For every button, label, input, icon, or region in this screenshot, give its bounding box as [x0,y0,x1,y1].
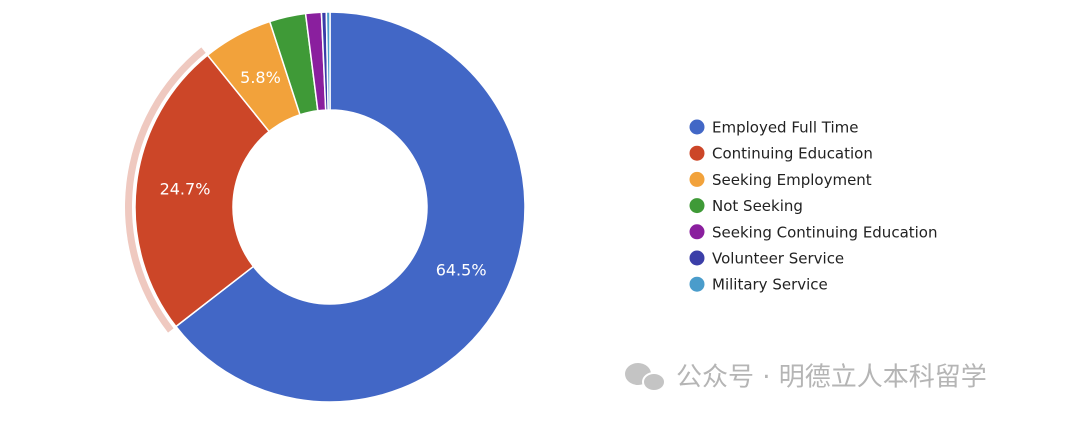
data-label: 5.8% [240,68,281,87]
legend-label: Employed Full Time [712,119,858,137]
legend-label: Continuing Education [712,145,873,163]
legend-label: Volunteer Service [712,250,844,268]
data-label: 24.7% [160,180,211,199]
legend-label: Seeking Employment [712,171,872,189]
legend-marker [689,171,705,187]
data-label: 64.5% [436,261,487,280]
legend-marker [689,224,705,240]
legend-marker [689,276,705,292]
legend-marker [689,119,705,135]
slice [325,11,331,111]
legend-marker [689,198,705,214]
legend-label: Military Service [712,276,828,294]
watermark: 公众号 · 明德立人本科留学 [676,363,987,393]
slice [134,54,271,328]
legend-label: Not Seeking [712,197,803,215]
legend-marker [689,250,705,266]
hover-halo [124,47,206,333]
watermark-icon [625,363,666,392]
slice [174,11,526,403]
legend-label: Seeking Continuing Education [712,223,938,241]
legend-marker [689,145,705,161]
